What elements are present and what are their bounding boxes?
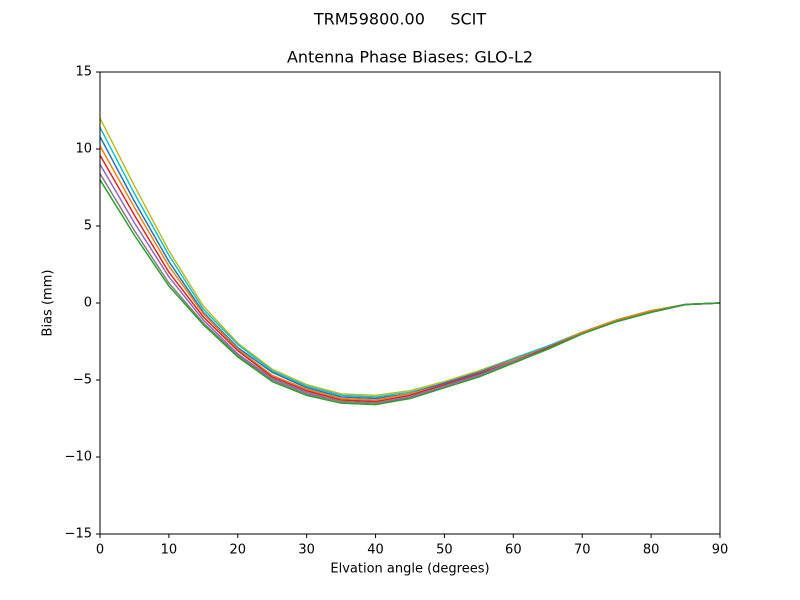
suptitle: TRM59800.00 SCIT xyxy=(313,10,487,29)
x-tick-label: 40 xyxy=(367,543,384,558)
x-tick-label: 10 xyxy=(161,543,178,558)
plot-frame xyxy=(99,71,721,535)
series-line xyxy=(99,136,721,400)
x-tick-label: 0 xyxy=(96,543,104,558)
y-tick-label: 10 xyxy=(75,142,92,157)
series-line xyxy=(99,145,721,401)
x-tick-label: 20 xyxy=(230,543,247,558)
y-tick-label: 15 xyxy=(75,65,92,80)
series-line xyxy=(99,117,721,397)
series-line xyxy=(99,164,721,404)
y-tick-label: 0 xyxy=(84,296,92,311)
series-line xyxy=(99,127,721,398)
x-tick-label: 80 xyxy=(643,543,660,558)
x-axis-label: Elvation angle (degrees) xyxy=(330,562,489,577)
chart-title: Antenna Phase Biases: GLO-L2 xyxy=(287,48,533,67)
y-axis-label: Bias (mm) xyxy=(41,270,56,337)
x-tick-label: 30 xyxy=(298,543,315,558)
y-tick-label: −5 xyxy=(73,373,92,388)
series-line xyxy=(99,154,721,403)
x-tick-label: 60 xyxy=(505,543,522,558)
series-line xyxy=(99,179,721,406)
x-tick-label: 50 xyxy=(436,543,453,558)
y-tick-label: −15 xyxy=(65,527,92,542)
y-tick-label: −10 xyxy=(65,450,92,465)
x-tick-label: 70 xyxy=(574,543,591,558)
y-tick-label: 5 xyxy=(84,219,92,234)
x-tick-label: 90 xyxy=(712,543,729,558)
